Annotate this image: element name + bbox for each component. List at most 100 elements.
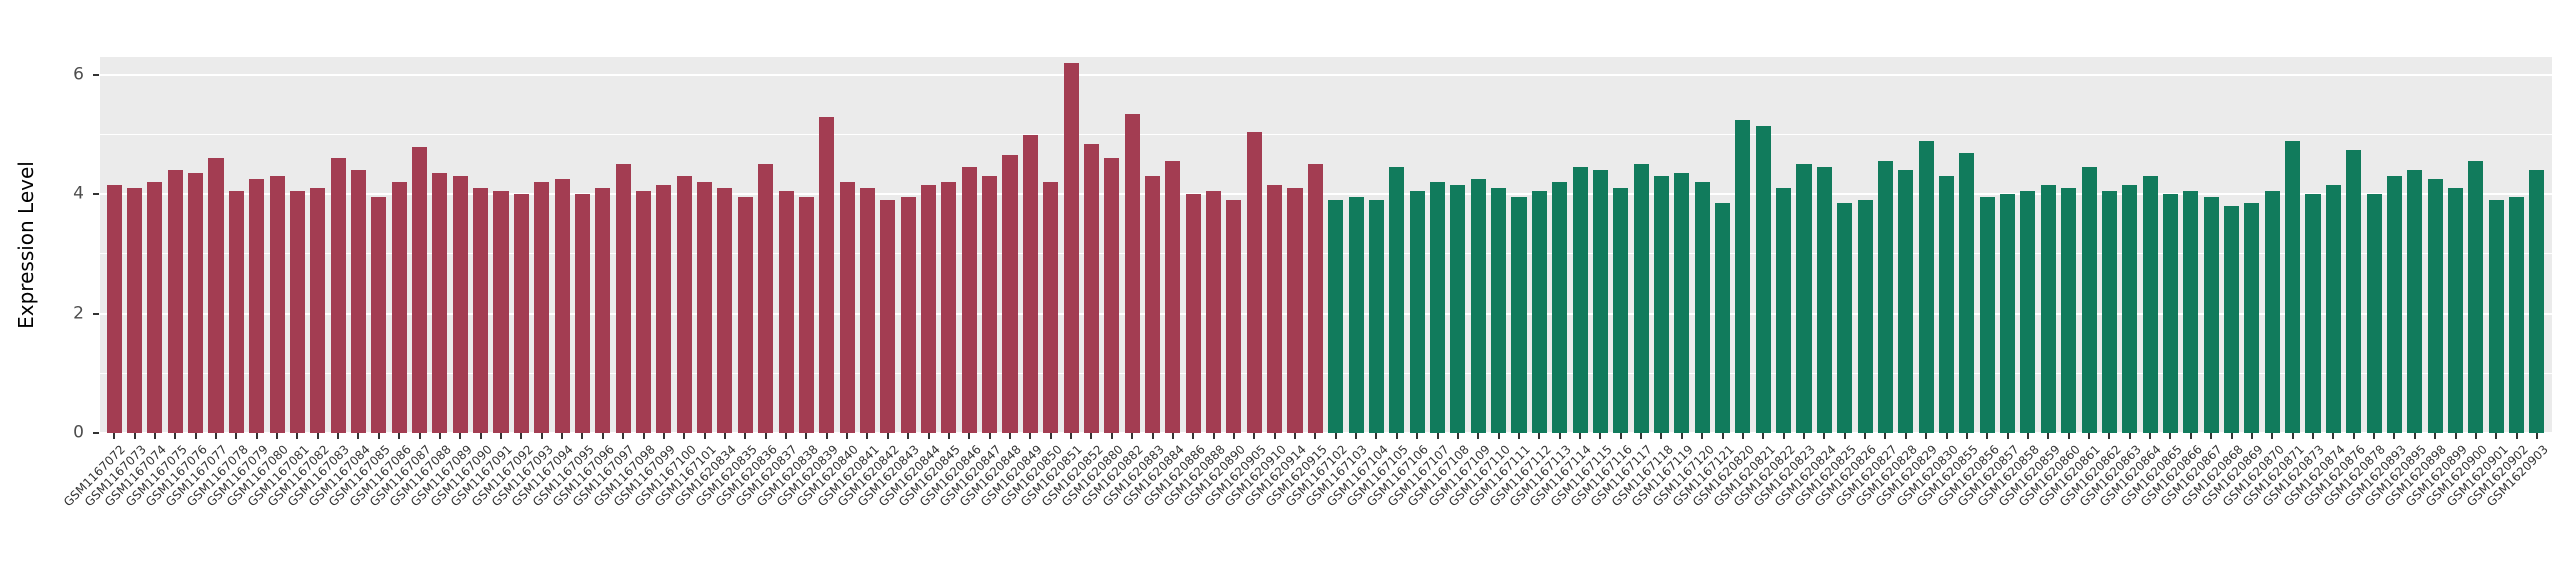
expression-bar bbox=[2264, 191, 2280, 433]
x-tick-mark bbox=[1131, 433, 1134, 439]
expression-bar bbox=[2427, 179, 2443, 433]
bar-cell bbox=[654, 57, 674, 433]
bar-cell bbox=[2181, 57, 2201, 433]
x-cell: GSM1167081 bbox=[245, 433, 312, 578]
bar-cell bbox=[1773, 57, 1793, 433]
x-cell: GSM1620824 bbox=[1772, 433, 1839, 578]
x-cell: GSM1620864 bbox=[2097, 433, 2164, 578]
bar-cell bbox=[1305, 57, 1325, 433]
x-cell: GSM1167077 bbox=[163, 433, 230, 578]
x-tick-mark bbox=[1456, 433, 1459, 439]
expression-bar bbox=[1389, 167, 1405, 433]
x-cell: GSM1620867 bbox=[2158, 433, 2225, 578]
x-cell: GSM1167076 bbox=[143, 433, 210, 578]
expression-bar bbox=[900, 197, 916, 433]
bar-cell bbox=[2038, 57, 2058, 433]
x-tick-mark bbox=[1090, 433, 1093, 439]
expression-bar bbox=[2407, 170, 2423, 433]
expression-bar bbox=[554, 179, 570, 433]
bar-cell bbox=[1631, 57, 1651, 433]
expression-bar bbox=[1368, 200, 1384, 433]
x-cell: GSM1167075 bbox=[122, 433, 189, 578]
x-cell: GSM1620856 bbox=[1934, 433, 2001, 578]
x-tick-mark bbox=[1965, 433, 1968, 439]
bar-cell bbox=[308, 57, 328, 433]
x-cell: GSM1620846 bbox=[916, 433, 983, 578]
x-cell: GSM1620825 bbox=[1792, 433, 1859, 578]
x-tick-mark bbox=[2291, 433, 2294, 439]
x-tick-mark bbox=[1110, 433, 1113, 439]
expression-bar bbox=[1938, 176, 1955, 433]
bar-cell bbox=[2364, 57, 2384, 433]
expression-bar bbox=[1592, 170, 1608, 433]
x-tick-mark bbox=[1355, 433, 1358, 439]
x-cell: GSM1167087 bbox=[367, 433, 434, 578]
x-cell: GSM1167117 bbox=[1588, 433, 1655, 578]
bars-layer bbox=[100, 57, 2552, 433]
expression-bar bbox=[1755, 125, 1771, 433]
expression-bar bbox=[1491, 188, 1507, 433]
x-cell: GSM1167091 bbox=[448, 433, 515, 578]
plot-panel bbox=[100, 57, 2552, 434]
bar-cell bbox=[1203, 57, 1223, 433]
expression-bar bbox=[330, 158, 346, 433]
expression-bar bbox=[147, 182, 163, 433]
bar-cell bbox=[1590, 57, 1610, 433]
expression-bar bbox=[2020, 191, 2036, 433]
x-tick-mark bbox=[1701, 433, 1704, 439]
x-tick-mark bbox=[2108, 433, 2111, 439]
bar-cell bbox=[1427, 57, 1447, 433]
x-tick-mark bbox=[805, 433, 808, 439]
x-cell: GSM1167121 bbox=[1670, 433, 1737, 578]
expression-bar bbox=[289, 191, 305, 433]
bar-cell bbox=[715, 57, 735, 433]
x-cell: GSM1167114 bbox=[1527, 433, 1594, 578]
x-cell: GSM1620844 bbox=[876, 433, 943, 578]
x-tick-mark bbox=[825, 433, 828, 439]
expression-bar bbox=[2162, 194, 2178, 433]
bar-cell bbox=[1611, 57, 1631, 433]
x-tick-mark bbox=[1925, 433, 1928, 439]
expression-bar bbox=[982, 176, 998, 433]
x-tick-mark bbox=[2311, 433, 2314, 439]
x-tick-mark bbox=[2454, 433, 2457, 439]
x-cell: GSM1167120 bbox=[1649, 433, 1716, 578]
expression-bar bbox=[167, 170, 183, 433]
x-cell: GSM1167102 bbox=[1283, 433, 1350, 578]
expression-bar bbox=[513, 194, 529, 433]
expression-bar bbox=[1572, 167, 1588, 433]
bar-cell bbox=[226, 57, 246, 433]
expression-bar bbox=[2529, 170, 2545, 433]
x-tick-mark bbox=[377, 433, 380, 439]
expression-bar bbox=[208, 158, 224, 433]
bar-cell bbox=[1957, 57, 1977, 433]
bar-cell bbox=[2506, 57, 2526, 433]
expression-bar bbox=[2305, 194, 2321, 433]
bar-cell bbox=[369, 57, 389, 433]
x-cell: GSM1620850 bbox=[998, 433, 1065, 578]
bar-cell bbox=[1997, 57, 2017, 433]
bar-cell bbox=[1407, 57, 1427, 433]
x-tick-mark bbox=[1843, 433, 1846, 439]
bar-cell bbox=[2323, 57, 2343, 433]
x-tick-mark bbox=[1884, 433, 1887, 439]
x-tick-mark bbox=[2047, 433, 2050, 439]
x-cell: GSM1167119 bbox=[1629, 433, 1696, 578]
x-tick-mark bbox=[1395, 433, 1398, 439]
bar-cell bbox=[1000, 57, 1020, 433]
bar-cell bbox=[1020, 57, 1040, 433]
x-tick-mark bbox=[846, 433, 849, 439]
x-cell: GSM1167073 bbox=[82, 433, 149, 578]
bar-cell bbox=[145, 57, 165, 433]
bar-cell bbox=[2527, 57, 2547, 433]
x-cell: GSM1167106 bbox=[1364, 433, 1431, 578]
expression-bar bbox=[1165, 161, 1181, 433]
x-tick-mark bbox=[540, 433, 543, 439]
bar-cell bbox=[389, 57, 409, 433]
x-tick-mark bbox=[1640, 433, 1643, 439]
bar-cell bbox=[857, 57, 877, 433]
x-cell: GSM1167110 bbox=[1446, 433, 1513, 578]
x-tick-mark bbox=[1660, 433, 1663, 439]
x-tick-mark bbox=[2088, 433, 2091, 439]
bar-cell bbox=[1366, 57, 1386, 433]
